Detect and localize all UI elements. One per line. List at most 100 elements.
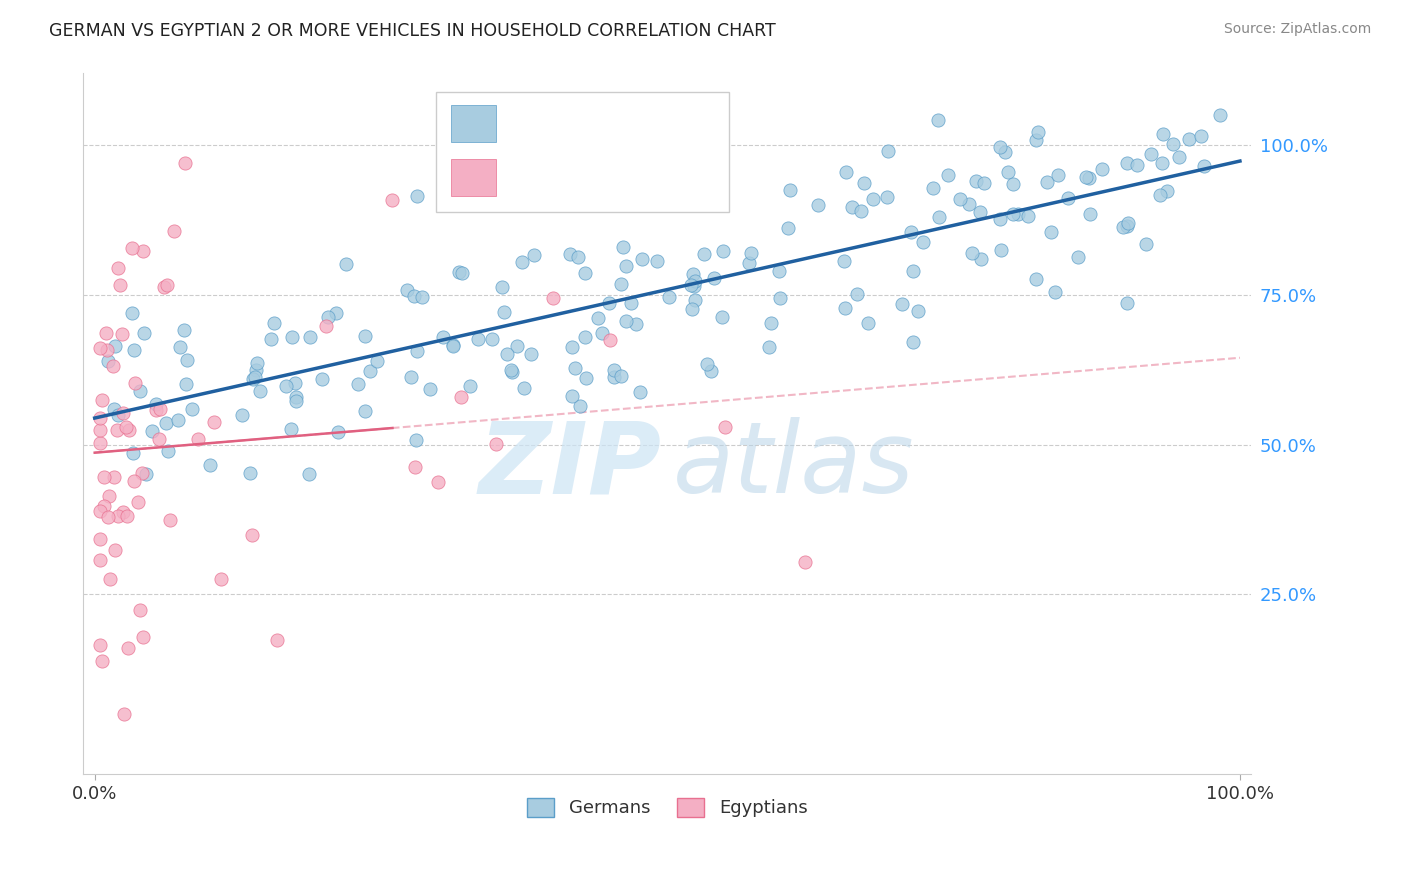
Point (499, 363, 522, 377)
Point (148, 432, 170, 446)
Point (131, 467, 153, 481)
Point (603, 363, 626, 377)
Point (834, 301, 856, 315)
Point (419, 382, 441, 396)
Point (970, 252, 993, 267)
Point (1161, 136, 1184, 151)
Point (180, 401, 202, 416)
Text: GERMAN VS EGYPTIAN 2 OR MORE VEHICLES IN HOUSEHOLD CORRELATION CHART: GERMAN VS EGYPTIAN 2 OR MORE VEHICLES IN… (49, 22, 776, 40)
Point (852, 176, 875, 190)
Point (645, 254, 668, 268)
Point (145, 402, 167, 417)
Point (612, 240, 634, 254)
Point (696, 357, 718, 371)
Point (135, 467, 157, 482)
Point (1167, 150, 1189, 164)
Point (157, 444, 180, 458)
Point (1209, 108, 1232, 122)
Point (657, 192, 679, 206)
Point (1178, 132, 1201, 146)
Text: 190: 190 (659, 113, 696, 131)
Point (973, 176, 995, 190)
Point (849, 204, 872, 219)
Point (98, 572, 121, 586)
Point (903, 264, 925, 278)
Point (862, 193, 884, 207)
Point (957, 197, 980, 211)
Point (693, 246, 716, 260)
Point (960, 245, 983, 260)
Point (807, 198, 830, 212)
Point (404, 460, 426, 475)
Point (148, 401, 170, 416)
Point (891, 297, 914, 311)
Point (738, 256, 761, 270)
Point (1001, 178, 1024, 192)
Point (703, 271, 725, 285)
Point (1025, 133, 1047, 147)
Point (988, 212, 1011, 227)
Point (682, 279, 704, 293)
Point (89, 410, 111, 425)
Point (846, 286, 869, 301)
Point (558, 246, 581, 260)
Point (481, 332, 503, 346)
Point (711, 244, 734, 258)
Point (96, 326, 118, 340)
Point (458, 378, 481, 392)
Point (1091, 162, 1114, 177)
Point (610, 368, 633, 383)
Point (1067, 250, 1090, 264)
Point (614, 260, 637, 274)
Point (903, 334, 925, 349)
Point (520, 347, 543, 361)
Point (427, 475, 450, 490)
FancyBboxPatch shape (436, 92, 730, 211)
Point (112, 406, 135, 420)
Point (402, 289, 425, 303)
Point (841, 200, 863, 214)
Bar (451, 105, 495, 142)
Point (274, 379, 297, 393)
Point (949, 192, 972, 206)
Point (768, 264, 790, 278)
Point (89, 341, 111, 355)
Text: N =: N = (613, 113, 652, 131)
Point (614, 314, 637, 328)
Point (574, 266, 596, 280)
Point (938, 168, 960, 182)
Point (1035, 175, 1057, 189)
Point (1135, 237, 1157, 252)
Point (366, 353, 388, 368)
Point (510, 254, 533, 268)
Point (1126, 158, 1149, 172)
Point (406, 189, 429, 203)
Point (107, 260, 129, 275)
Point (1116, 216, 1139, 230)
Point (591, 326, 613, 340)
Point (586, 310, 609, 325)
Bar (451, 159, 495, 195)
Point (104, 338, 127, 352)
Point (97, 354, 120, 368)
Point (1028, 125, 1050, 139)
Point (381, 193, 404, 207)
Point (353, 404, 375, 418)
Point (640, 194, 662, 209)
Point (778, 220, 800, 235)
Point (1140, 147, 1163, 161)
Point (965, 174, 987, 188)
Point (112, 707, 135, 722)
Point (484, 436, 506, 450)
Point (1078, 207, 1101, 221)
Point (266, 632, 288, 647)
Point (111, 326, 134, 341)
Point (567, 250, 589, 264)
Point (450, 390, 472, 404)
Point (285, 390, 308, 404)
Point (626, 318, 648, 332)
Point (359, 364, 381, 378)
Point (156, 278, 179, 293)
Point (89, 638, 111, 652)
Point (564, 361, 586, 376)
